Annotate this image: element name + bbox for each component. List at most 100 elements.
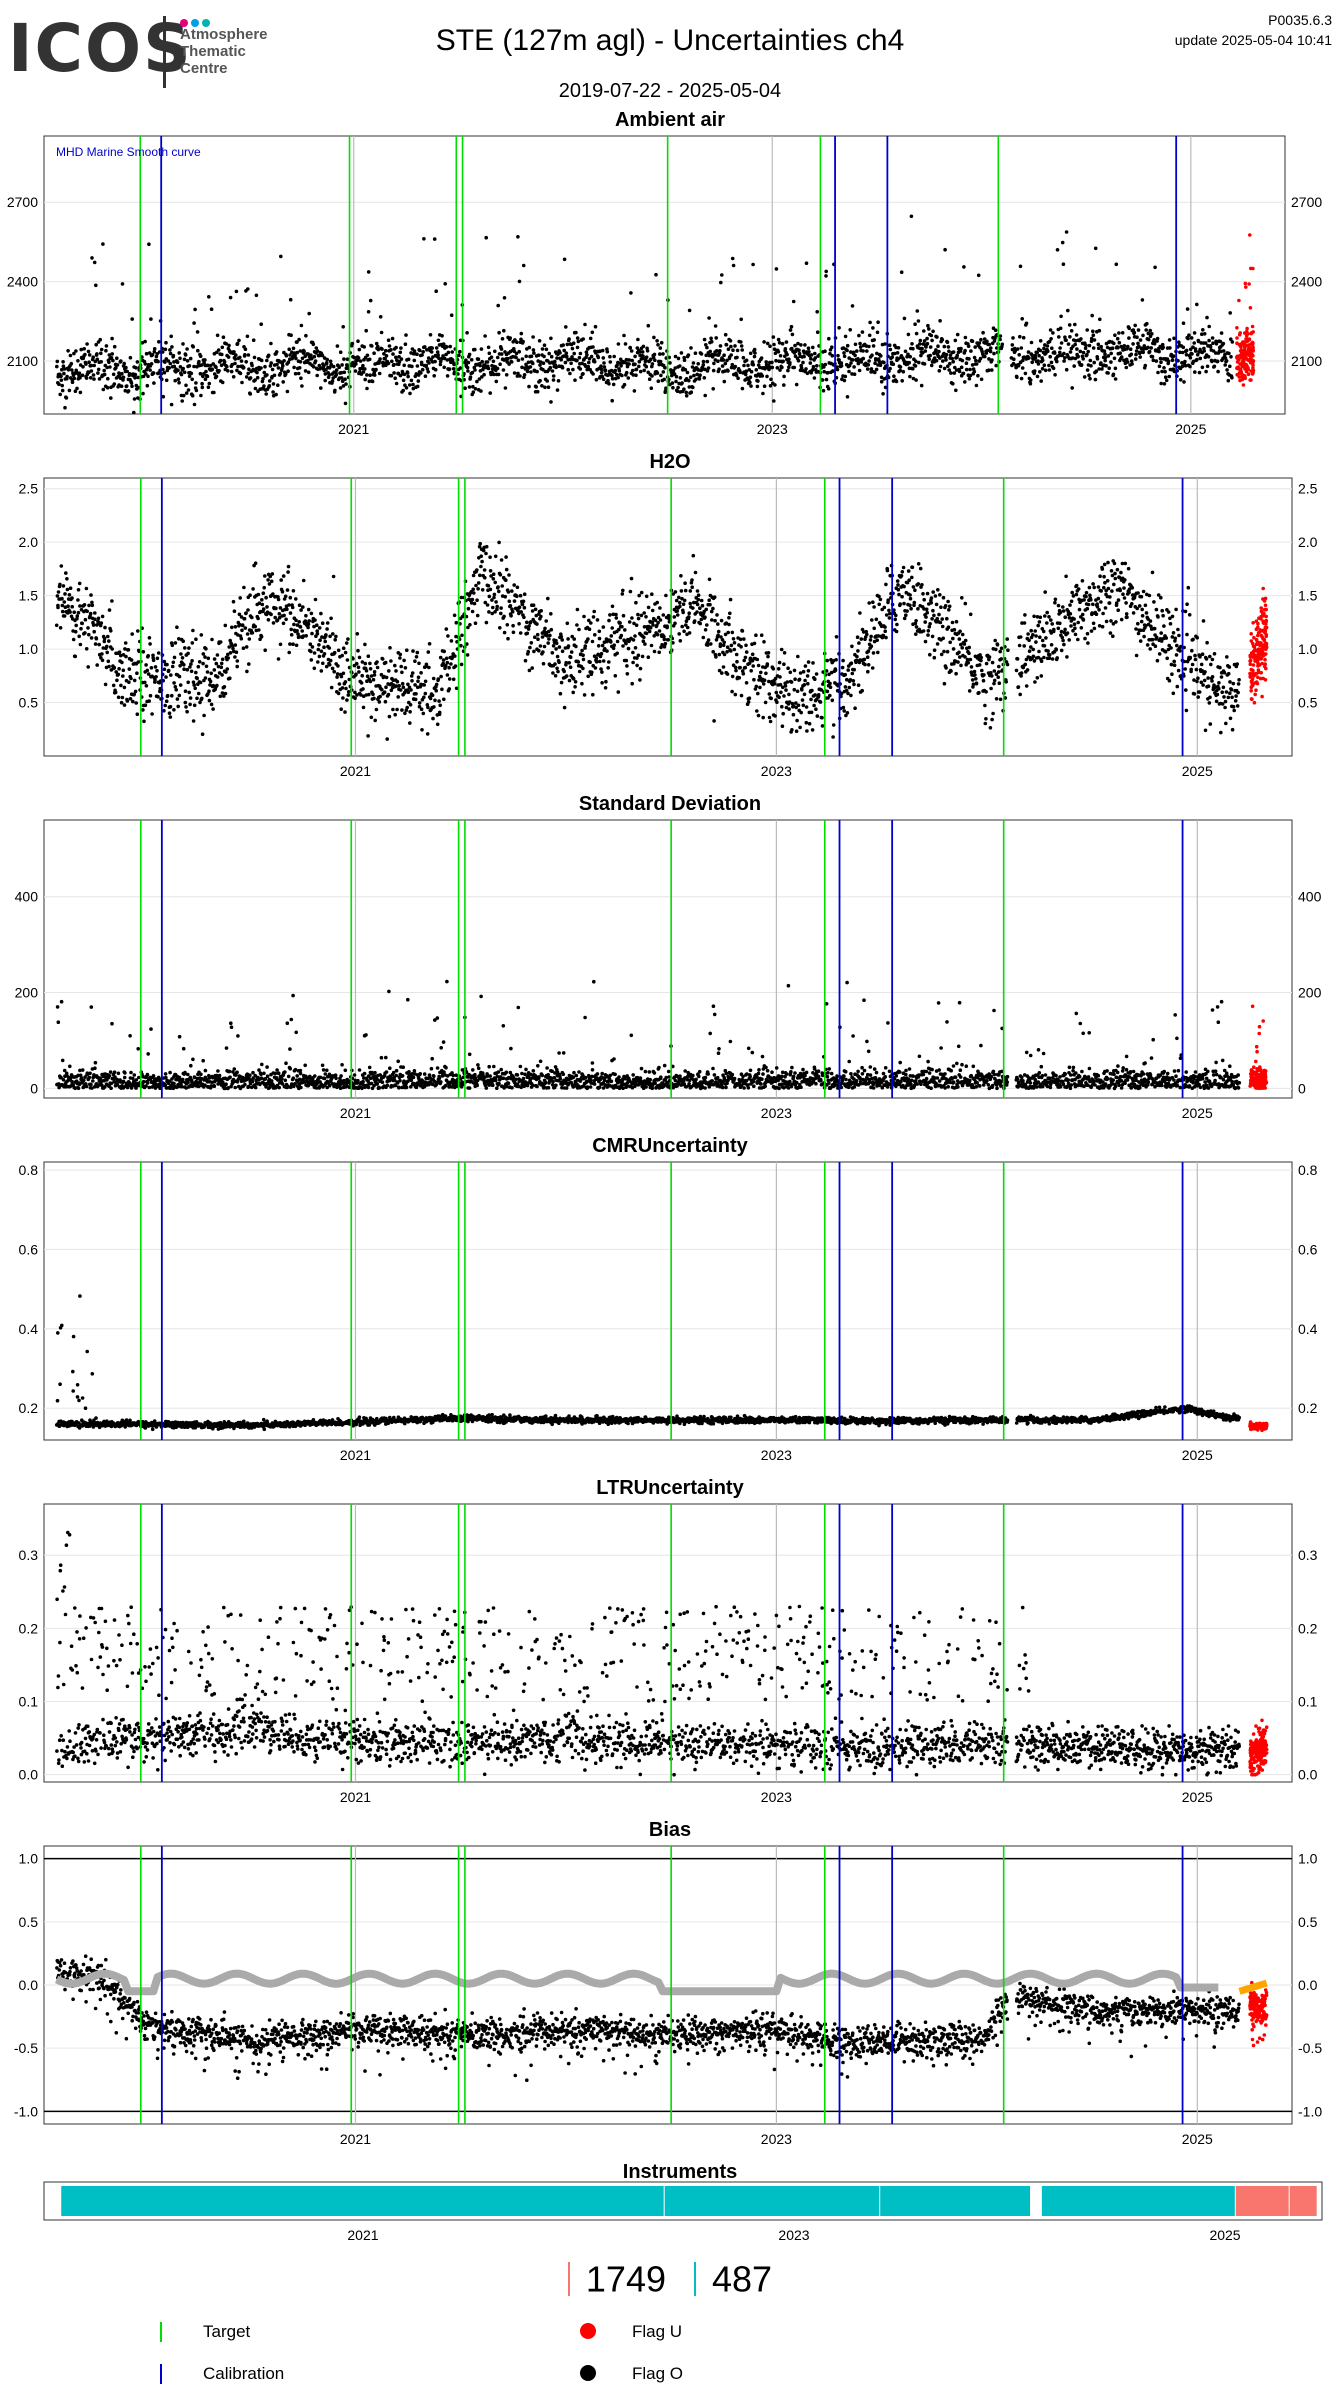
point-flag-o bbox=[169, 673, 173, 677]
point-flag-o bbox=[1064, 230, 1069, 234]
point-flag-o bbox=[780, 365, 784, 370]
point-flag-o bbox=[342, 370, 347, 375]
point-flag-o bbox=[243, 347, 248, 351]
point-flag-o bbox=[708, 602, 712, 607]
point-flag-o bbox=[811, 661, 815, 665]
point-flag-o bbox=[903, 349, 908, 354]
point-flag-o bbox=[474, 583, 478, 588]
point-flag-o bbox=[902, 601, 906, 606]
point-flag-o bbox=[504, 567, 509, 572]
point-flag-o bbox=[573, 680, 578, 684]
point-flag-o bbox=[698, 373, 702, 378]
point-flag-o bbox=[92, 629, 96, 634]
point-flag-u bbox=[1246, 338, 1251, 342]
point-flag-o bbox=[545, 379, 549, 383]
point-flag-o bbox=[909, 214, 914, 219]
point-flag-o bbox=[548, 633, 552, 638]
point-flag-o bbox=[998, 649, 1002, 654]
point-flag-o bbox=[583, 644, 588, 648]
point-flag-o bbox=[238, 371, 243, 376]
point-flag-o bbox=[1039, 379, 1043, 383]
point-flag-o bbox=[206, 656, 211, 661]
point-flag-o bbox=[819, 688, 824, 692]
point-flag-o bbox=[996, 670, 1001, 674]
point-flag-o bbox=[437, 356, 441, 361]
point-flag-o bbox=[567, 661, 571, 665]
point-flag-o bbox=[908, 603, 912, 608]
point-flag-o bbox=[281, 621, 286, 626]
point-flag-o bbox=[748, 380, 752, 385]
point-flag-o bbox=[777, 695, 781, 699]
point-flag-o bbox=[300, 356, 305, 361]
point-flag-o bbox=[845, 711, 850, 715]
point-flag-o bbox=[884, 582, 888, 587]
point-flag-o bbox=[662, 637, 667, 642]
point-flag-o bbox=[483, 334, 487, 338]
point-flag-o bbox=[721, 643, 726, 648]
point-flag-o bbox=[870, 353, 874, 357]
point-flag-o bbox=[662, 634, 666, 639]
point-flag-o bbox=[1146, 331, 1151, 336]
point-flag-o bbox=[828, 693, 832, 698]
point-flag-o bbox=[898, 368, 902, 373]
point-flag-o bbox=[106, 634, 110, 639]
point-flag-o bbox=[77, 634, 81, 639]
point-flag-o bbox=[1203, 341, 1208, 345]
point-flag-o bbox=[568, 665, 573, 669]
point-flag-o bbox=[250, 363, 254, 368]
point-flag-o bbox=[897, 592, 901, 597]
point-flag-o bbox=[851, 350, 856, 355]
point-flag-o bbox=[1031, 633, 1035, 637]
point-flag-o bbox=[519, 337, 523, 342]
point-flag-o bbox=[520, 365, 524, 370]
point-flag-o bbox=[1019, 346, 1024, 350]
point-flag-o bbox=[365, 674, 370, 678]
point-flag-o bbox=[837, 326, 841, 330]
point-flag-o bbox=[922, 329, 926, 333]
point-flag-o bbox=[925, 341, 930, 346]
point-flag-o bbox=[685, 625, 690, 630]
point-flag-o bbox=[658, 606, 662, 610]
point-flag-o bbox=[974, 681, 979, 685]
point-flag-o bbox=[576, 339, 581, 344]
point-flag-o bbox=[633, 362, 637, 367]
point-flag-o bbox=[1186, 336, 1190, 341]
point-flag-o bbox=[617, 627, 621, 632]
point-flag-o bbox=[679, 574, 683, 578]
logo-subtitle: Atmosphere Thematic Centre bbox=[180, 26, 268, 77]
point-flag-o bbox=[1049, 643, 1054, 647]
point-flag-o bbox=[830, 698, 835, 703]
point-flag-o bbox=[729, 643, 734, 648]
point-flag-o bbox=[584, 350, 589, 354]
point-flag-o bbox=[327, 373, 332, 377]
point-flag-o bbox=[725, 672, 730, 676]
y-tick-label-right: 2.5 bbox=[1298, 481, 1318, 497]
point-flag-o bbox=[1054, 647, 1058, 652]
point-flag-o bbox=[755, 384, 760, 389]
point-flag-o bbox=[751, 664, 755, 668]
point-flag-o bbox=[1033, 629, 1037, 633]
point-flag-o bbox=[101, 387, 106, 392]
point-flag-o bbox=[698, 606, 702, 610]
point-flag-o bbox=[471, 390, 476, 395]
point-flag-o bbox=[393, 712, 398, 717]
point-flag-o bbox=[483, 575, 487, 580]
point-flag-o bbox=[767, 692, 772, 696]
point-flag-o bbox=[581, 666, 585, 671]
point-flag-o bbox=[955, 353, 959, 358]
point-flag-o bbox=[288, 353, 292, 357]
point-flag-o bbox=[223, 623, 228, 628]
point-flag-o bbox=[76, 359, 80, 363]
point-flag-o bbox=[324, 361, 329, 365]
point-flag-o bbox=[484, 235, 489, 240]
point-flag-o bbox=[477, 544, 482, 549]
point-flag-o bbox=[1056, 603, 1061, 608]
point-flag-o bbox=[410, 364, 414, 369]
point-flag-o bbox=[108, 365, 112, 369]
point-flag-o bbox=[914, 625, 919, 629]
point-flag-o bbox=[201, 652, 206, 656]
point-flag-o bbox=[618, 621, 622, 625]
point-flag-o bbox=[1092, 338, 1097, 342]
point-flag-o bbox=[939, 605, 943, 609]
point-flag-o bbox=[559, 634, 564, 639]
